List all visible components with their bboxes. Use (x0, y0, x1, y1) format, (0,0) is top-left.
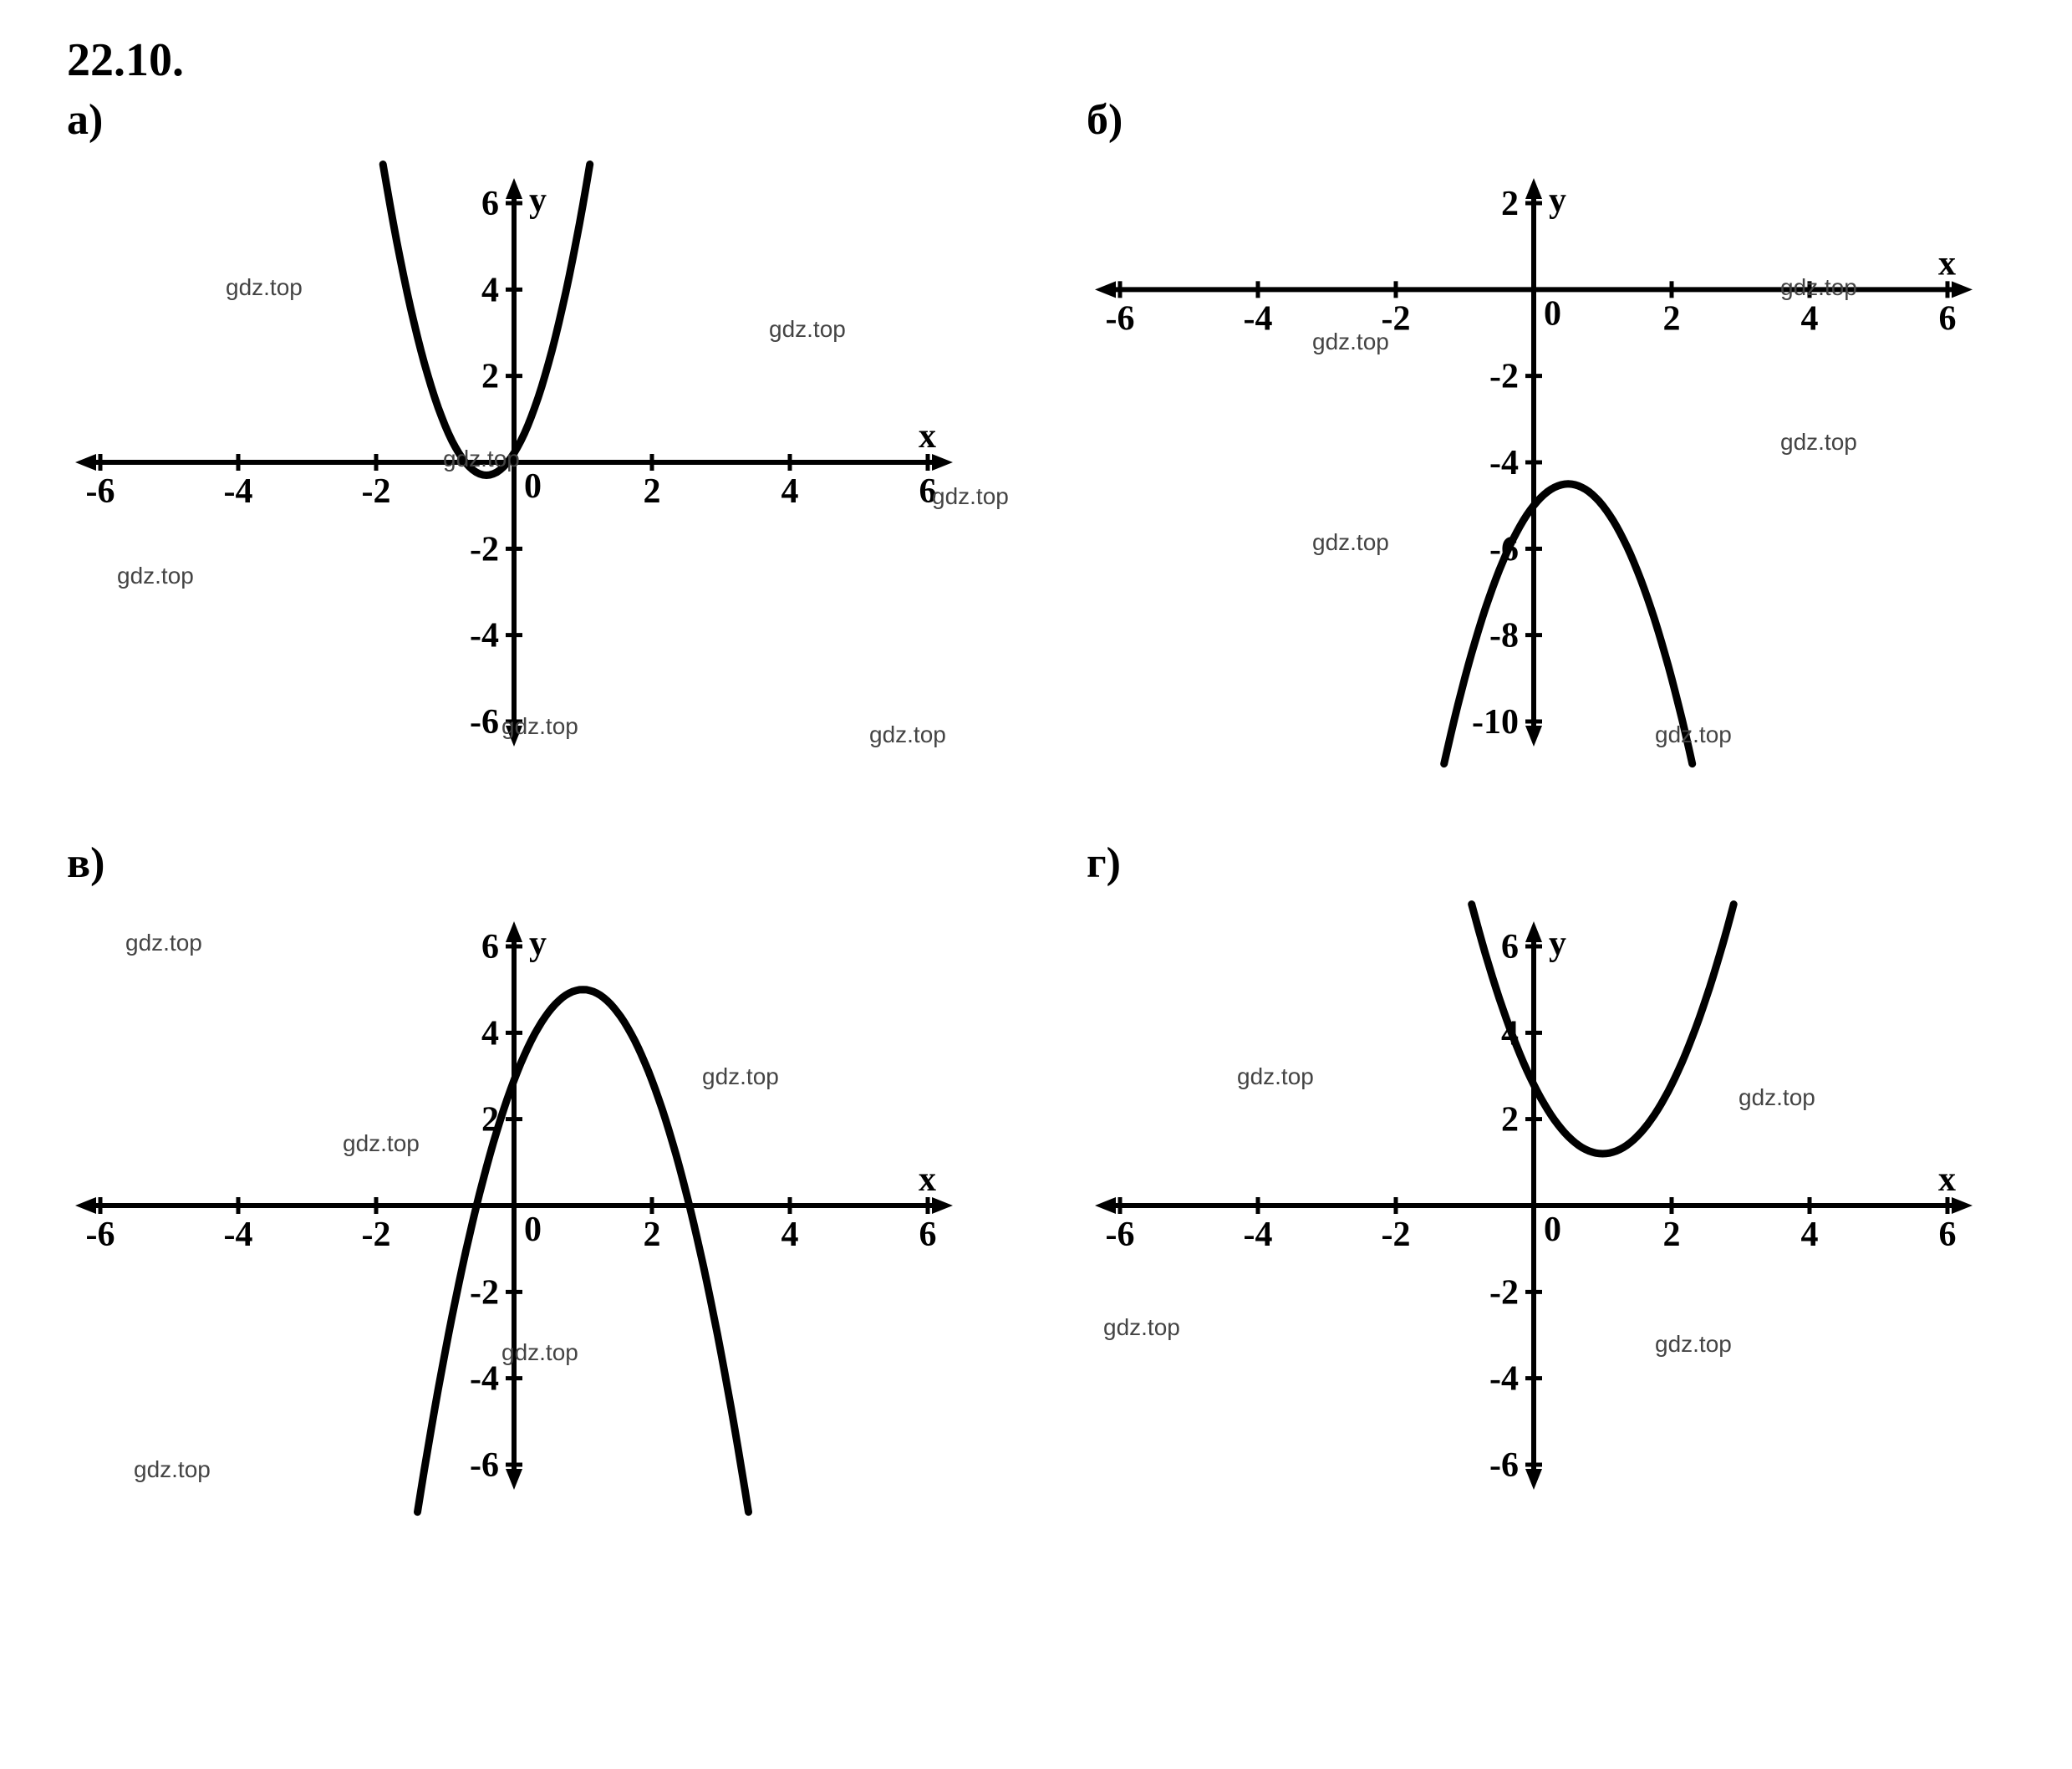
x-tick-label: -6 (1106, 299, 1135, 338)
x-tick-label: -4 (224, 1216, 253, 1254)
chart-container-b: -6-4-20246-10-8-6-4-22xygdz.topgdz.topgd… (1053, 153, 2039, 788)
x-tick-label: 4 (1801, 1216, 1819, 1254)
part-label-c: в) (67, 839, 1020, 888)
y-tick-label: 4 (481, 1014, 499, 1053)
parabola-curve (418, 990, 749, 1512)
y-tick-label: -2 (470, 1273, 499, 1312)
x-tick-label: -6 (86, 1216, 115, 1254)
x-tick-label: -2 (1382, 1216, 1411, 1254)
y-tick-label: -4 (470, 1360, 499, 1399)
x-tick-label: 4 (1801, 299, 1819, 338)
origin-label: 0 (1544, 1211, 1561, 1249)
x-tick-label: -4 (1244, 299, 1273, 338)
x-tick-label: 4 (781, 472, 799, 511)
x-tick-label: -6 (86, 472, 115, 511)
y-tick-label: -6 (470, 703, 499, 742)
x-tick-label: 6 (1939, 299, 1957, 338)
y-tick-label: -4 (470, 617, 499, 655)
origin-label: 0 (1544, 294, 1561, 333)
x-tick-label: -2 (362, 472, 391, 511)
x-tick-label: 2 (644, 472, 661, 511)
y-tick-label: -2 (1489, 1273, 1519, 1312)
y-axis-label: y (529, 181, 547, 220)
x-axis-label: x (1938, 244, 1956, 283)
y-tick-label: -6 (1489, 1446, 1519, 1485)
x-tick-label: -6 (1106, 1216, 1135, 1254)
x-tick-label: -4 (1244, 1216, 1273, 1254)
y-tick-label: 4 (481, 271, 499, 309)
chart-svg: -6-4-20246-6-4-2246xy (1053, 896, 2014, 1532)
y-tick-label: 2 (1501, 185, 1519, 223)
y-tick-label: -10 (1472, 703, 1519, 742)
x-tick-label: -2 (362, 1216, 391, 1254)
x-tick-label: 2 (644, 1216, 661, 1254)
chart-svg: -6 -4 -2 0 2 4 6 -6 -4 -2 2 4 6 x y (33, 153, 995, 788)
x-tick-label: 2 (1663, 299, 1681, 338)
panel-d: г) -6-4-20246-6-4-2246xygdz.topgdz.topgd… (1053, 839, 2039, 1532)
y-tick-label: 2 (481, 358, 499, 396)
part-label-b: б) (1087, 95, 2039, 145)
y-tick-label: -4 (1489, 1360, 1519, 1399)
y-tick-label: 6 (481, 185, 499, 223)
problem-number: 22.10. (67, 33, 2039, 87)
chart-svg: -6-4-20246-6-4-2246xy (33, 896, 995, 1532)
y-tick-label: -4 (1489, 444, 1519, 482)
origin-label: 0 (524, 1211, 542, 1249)
part-label-a: а) (67, 95, 1020, 145)
y-tick-label: 6 (1501, 928, 1519, 966)
y-tick-label: -8 (1489, 617, 1519, 655)
y-tick-label: 2 (1501, 1101, 1519, 1139)
y-axis-label: y (1549, 925, 1566, 963)
x-tick-label: -2 (1382, 299, 1411, 338)
chart-container-a: -6-4-20246-6-4-2246xygdz.topgdz.topgdz.t… (33, 153, 1020, 788)
part-label-d: г) (1087, 839, 2039, 888)
panel-b: б) -6-4-20246-10-8-6-4-22xygdz.topgdz.to… (1053, 95, 2039, 788)
y-tick-label: -2 (470, 530, 499, 568)
panel-a: а) -6-4-20246-6-4-2246xygdz.topgdz.topgd… (33, 95, 1020, 788)
x-tick-label: 2 (1663, 1216, 1681, 1254)
x-tick-label: -4 (224, 472, 253, 511)
x-axis-label: x (1938, 1160, 1956, 1199)
x-axis-label: x (919, 417, 936, 456)
chart-svg: -6-4-20246-10-8-6-4-22xy (1053, 153, 2014, 788)
y-tick-label: 6 (481, 928, 499, 966)
x-tick-label: 4 (781, 1216, 799, 1254)
x-tick-label: 6 (919, 1216, 937, 1254)
y-axis-label: y (1549, 181, 1566, 220)
y-tick-label: -6 (470, 1446, 499, 1485)
y-axis-label: y (529, 925, 547, 963)
chart-container-d: -6-4-20246-6-4-2246xygdz.topgdz.topgdz.t… (1053, 896, 2039, 1532)
panel-c: в) -6-4-20246-6-4-2246xygdz.topgdz.topgd… (33, 839, 1020, 1532)
x-axis-label: x (919, 1160, 936, 1199)
origin-label: 0 (524, 467, 542, 506)
chart-grid: а) -6-4-20246-6-4-2246xygdz.topgdz.topgd… (33, 95, 2039, 1532)
x-tick-label: 6 (919, 472, 937, 511)
y-tick-label: -2 (1489, 358, 1519, 396)
x-tick-label: 6 (1939, 1216, 1957, 1254)
chart-container-c: -6-4-20246-6-4-2246xygdz.topgdz.topgdz.t… (33, 896, 1020, 1532)
